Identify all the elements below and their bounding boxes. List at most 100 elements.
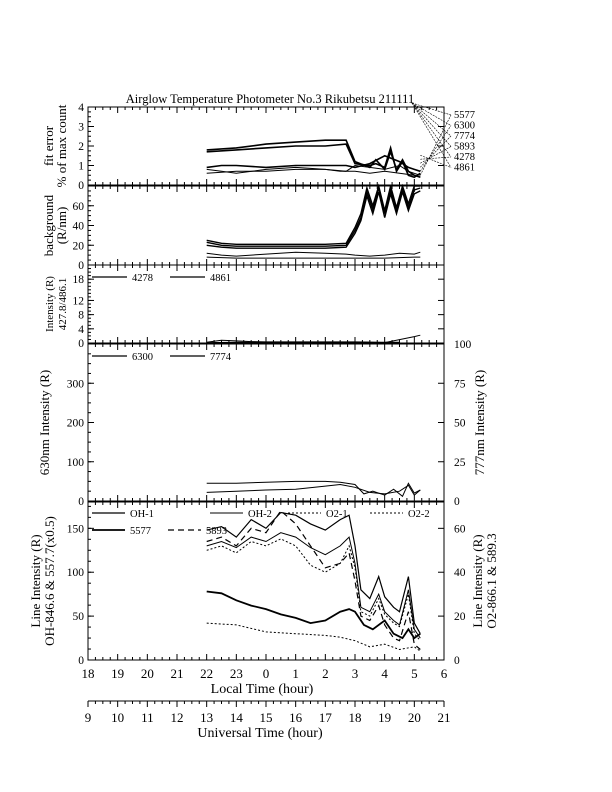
series-line-trace-3 [206,189,421,249]
right-y-tick-label: 40 [454,567,466,579]
panel-frame [87,185,445,266]
chart-title: Airglow Temperature Photometer No.3 Riku… [126,92,414,106]
y-axis-label: 630nm Intensity (R) [37,370,52,475]
legend-label: 6300 [132,352,153,363]
y-tick-label: 12 [73,295,85,307]
y-tick-label: 0 [78,338,84,350]
legend-label: 5893 [206,526,227,537]
right-series-label: 7774 [454,131,476,142]
y-tick-label: 18 [73,274,85,286]
local-time-tick-label: 6 [441,666,448,681]
y-tick-label: 100 [67,457,85,469]
y-axis-label: fit error [41,125,56,166]
y-tick-label: 100 [67,567,85,579]
ut-tick-label: 10 [111,710,124,725]
label-leader [419,114,452,176]
y-tick-label: 3 [78,122,84,134]
series-line-trace-5 [206,168,421,178]
local-time-tick-label: 23 [230,666,243,681]
y-tick-label: 0 [78,496,84,508]
series-line-O2-1 [206,538,421,642]
y-tick-label: 1 [78,161,84,173]
series-line-trace-2 [206,143,421,179]
right-series-label: 5893 [454,142,475,153]
label-leader [420,154,452,168]
series-line-trace-4 [206,164,421,176]
local-time-tick-label: 4 [381,666,388,681]
label-leader [420,125,452,172]
right-y-tick-label: 25 [454,457,466,469]
label-leader [420,146,452,164]
label-leader [411,102,452,116]
local-time-tick-label: 22 [200,666,213,681]
series-line-trace-3 [206,154,421,173]
series-line-OH-1 [206,511,421,634]
y-tick-label: 50 [73,611,85,623]
y-axis-label: Line Intensity (R) [28,534,43,627]
y-tick-label: 60 [73,201,85,213]
ut-tick-label: 14 [230,710,244,725]
y-tick-label: 40 [73,221,85,233]
right-series-label: 6300 [454,121,475,132]
legend-label: OH-2 [248,509,272,520]
panel-fit-error: 0 1 2 3 4 fit error% of max count 557763007774… [41,102,476,192]
right-y-tick-label: 60 [454,523,466,535]
local-time-tick-label: 0 [263,666,270,681]
local-time-tick-label: 19 [111,666,124,681]
y-tick-label: 4 [78,324,84,336]
legend-label: 4861 [210,273,231,284]
right-y-tick-label: 50 [454,418,466,430]
panel-background: 0 20 40 60 background(R/nm) [41,183,445,272]
ut-tick-label: 9 [85,710,92,725]
legend-label: O2-2 [408,509,430,520]
local-time-tick-label: 1 [292,666,299,681]
legend-label: 4278 [132,273,153,284]
panel-blue-intensity: 0 4 8 12 18 Intensity (R) 427.8/486.1 4278 4861 [44,264,445,350]
ut-tick-label: 19 [378,710,391,725]
y-tick-label: 0 [78,655,84,667]
legend-label: OH-1 [130,509,154,520]
series-line-trace-1 [206,183,421,246]
y-tick-label: 300 [67,378,85,390]
label-leader [411,102,452,126]
series-line-7774 [206,480,421,498]
y-tick-label: 150 [67,523,85,535]
y-tick-label: 0 [78,180,84,192]
local-time-tick-label: 18 [82,666,95,681]
local-time-tick-label: 21 [171,666,184,681]
time-axes: Local Time (hour) Universal Time (hour) … [82,666,451,741]
series-line-6300 [206,483,421,496]
ut-tick-label: 20 [408,710,421,725]
y-axis-label: OH-846.6 & 557.7(x0.5) [42,516,57,646]
ut-tick-label: 16 [289,710,303,725]
y-tick-label: 0 [78,260,84,272]
y-tick-label: 2 [78,141,84,153]
label-leader [420,156,452,160]
right-series-label: 4861 [454,163,475,174]
legend-label: 5577 [130,526,151,537]
local-time-tick-label: 20 [141,666,154,681]
universal-time-axis-label: Universal Time (hour) [197,726,323,741]
series-line-trace-5 [206,256,421,259]
y-axis-label: background [41,194,56,256]
right-y-tick-label: 75 [454,378,466,390]
y-axis-label: (R/nm) [54,207,69,245]
series-line-5893 [206,509,421,650]
panel-frame [87,343,445,502]
label-leader [411,102,452,168]
y-tick-label: 200 [67,418,85,430]
right-y-tick-label: 0 [454,496,460,508]
y-tick-label: 8 [78,310,84,322]
right-y-axis-label: 777nm Intensity (R) [472,370,487,475]
ut-tick-label: 21 [438,710,451,725]
right-y-tick-label: 100 [454,339,472,351]
ut-tick-label: 12 [171,710,184,725]
label-leader [411,102,452,158]
ut-tick-label: 13 [200,710,213,725]
series-line-5577 [206,590,421,640]
ut-tick-label: 18 [349,710,362,725]
ut-tick-label: 15 [260,710,273,725]
local-time-axis-label: Local Time (hour) [211,682,314,697]
